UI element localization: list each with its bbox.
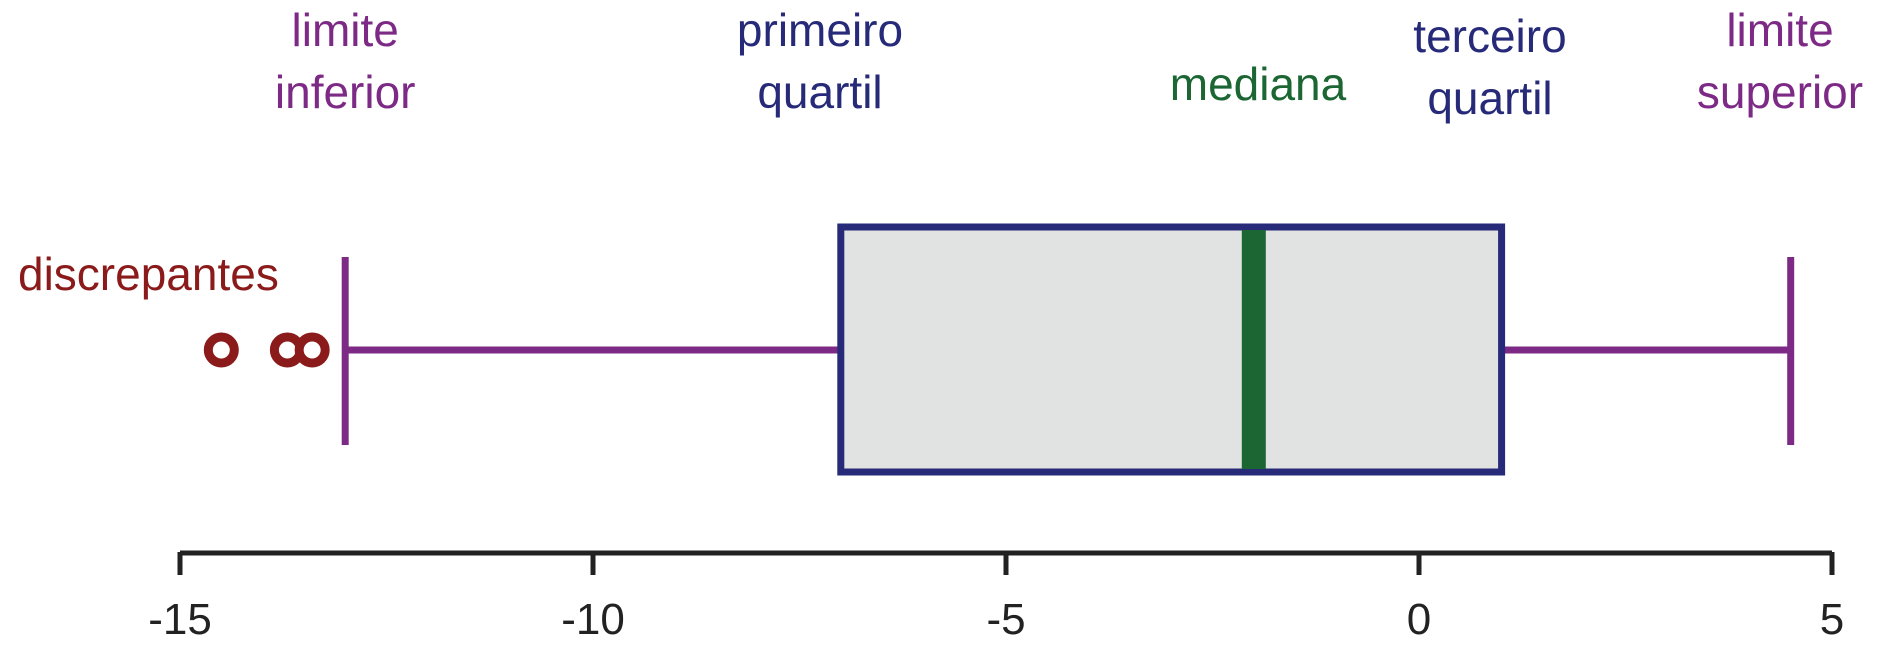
- q3-label: terceiro quartil: [1413, 10, 1566, 124]
- q3-label-line: terceiro: [1413, 10, 1566, 62]
- lower-limit-label-line: inferior: [275, 66, 416, 118]
- x-axis: -15 -10 -5 0 5: [148, 550, 1844, 644]
- q1-label-line: quartil: [757, 66, 882, 118]
- x-tick-label: 5: [1820, 595, 1844, 644]
- outliers-label-line: discrepantes: [18, 248, 279, 300]
- x-tick-label: -15: [148, 595, 212, 644]
- x-tick-label: -5: [986, 595, 1025, 644]
- upper-limit-label: limite superior: [1697, 4, 1863, 118]
- outlier-point: [203, 332, 239, 368]
- median-label-line: mediana: [1170, 58, 1347, 110]
- lower-limit-label-line: limite: [292, 4, 399, 56]
- x-tick-label: 0: [1407, 595, 1431, 644]
- iqr-box: [837, 223, 1506, 476]
- q1-label-line: primeiro: [737, 4, 903, 56]
- upper-limit-label-line: superior: [1697, 66, 1863, 118]
- upper-limit-label-line: limite: [1726, 4, 1833, 56]
- q1-label: primeiro quartil: [737, 4, 903, 118]
- lower-limit-label: limite inferior: [275, 4, 416, 118]
- annotations: limite inferior primeiro quartil mediana terc…: [18, 4, 1863, 300]
- median-label: mediana: [1170, 58, 1347, 110]
- x-tick-label: -10: [561, 595, 625, 644]
- outlier-point: [294, 332, 330, 368]
- plot-area: [203, 223, 1795, 476]
- outliers-label: discrepantes: [18, 248, 279, 300]
- q3-label-line: quartil: [1427, 72, 1552, 124]
